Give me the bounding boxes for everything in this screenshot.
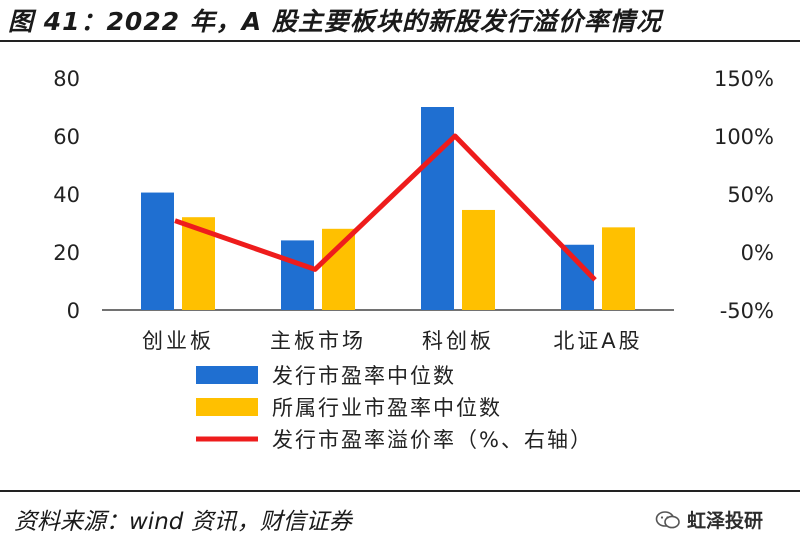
source-note: 资料来源：wind 资讯，财信证券 [14, 509, 352, 535]
top-rule [0, 40, 800, 42]
bar-marks [141, 107, 635, 310]
bar-industry-pe [602, 227, 635, 310]
y-right-tick-label: 100% [714, 125, 774, 149]
legend-label: 所属行业市盈率中位数 [272, 396, 502, 420]
watermark-text: 虹泽投研 [687, 510, 764, 532]
right-axis: -50% 0% 50% 100% 150% [714, 67, 774, 323]
title-bar: 图 41：2022 年，A 股主要板块的新股发行溢价率情况 [0, 0, 800, 38]
x-tick-label: 主板市场 [270, 329, 366, 353]
bar-issue-pe [421, 107, 454, 310]
line-series [174, 133, 597, 282]
bar-issue-pe [141, 192, 174, 310]
bar-issue-pe [281, 240, 314, 310]
x-tick-label: 创业板 [142, 329, 214, 353]
y-left-tick-label: 80 [53, 67, 80, 91]
y-left-tick-label: 20 [53, 241, 80, 265]
wechat-icon [655, 510, 680, 528]
left-axis: 0 20 40 60 80 [53, 67, 80, 323]
y-right-tick-label: 50% [727, 183, 774, 207]
y-right-tick-label: 0% [741, 241, 774, 265]
premium-line [174, 133, 597, 282]
legend-swatch [196, 366, 258, 384]
y-left-tick-label: 0 [67, 299, 80, 323]
y-left-tick-label: 60 [53, 125, 80, 149]
bar-industry-pe [462, 209, 495, 310]
y-right-tick-label: -50% [720, 299, 774, 323]
legend-label: 发行市盈率溢价率（%、右轴） [272, 428, 593, 452]
y-right-tick-label: 150% [714, 67, 774, 91]
bottom-rule [0, 490, 800, 492]
chart-svg: 0 20 40 60 80 -50% 0% 50% 100% 150% 创业板 主板市场 科创板 北证… [53, 67, 774, 452]
x-tick-labels: 创业板 主板市场 科创板 北证A股 [142, 329, 642, 353]
figure-title: 图 41：2022 年，A 股主要板块的新股发行溢价率情况 [8, 7, 662, 36]
watermark: 虹泽投研 [655, 506, 763, 533]
x-tick-label: 北证A股 [553, 329, 642, 353]
bar-issue-pe [561, 244, 594, 310]
legend-label: 发行市盈率中位数 [272, 364, 456, 388]
x-tick-label: 科创板 [422, 329, 494, 353]
legend-swatch [196, 398, 258, 416]
y-left-tick-label: 40 [53, 183, 80, 207]
chart-area: 0 20 40 60 80 -50% 0% 50% 100% 150% 创业板 主板市场 科创板 北证… [0, 42, 800, 490]
bar-industry-pe [322, 228, 355, 310]
